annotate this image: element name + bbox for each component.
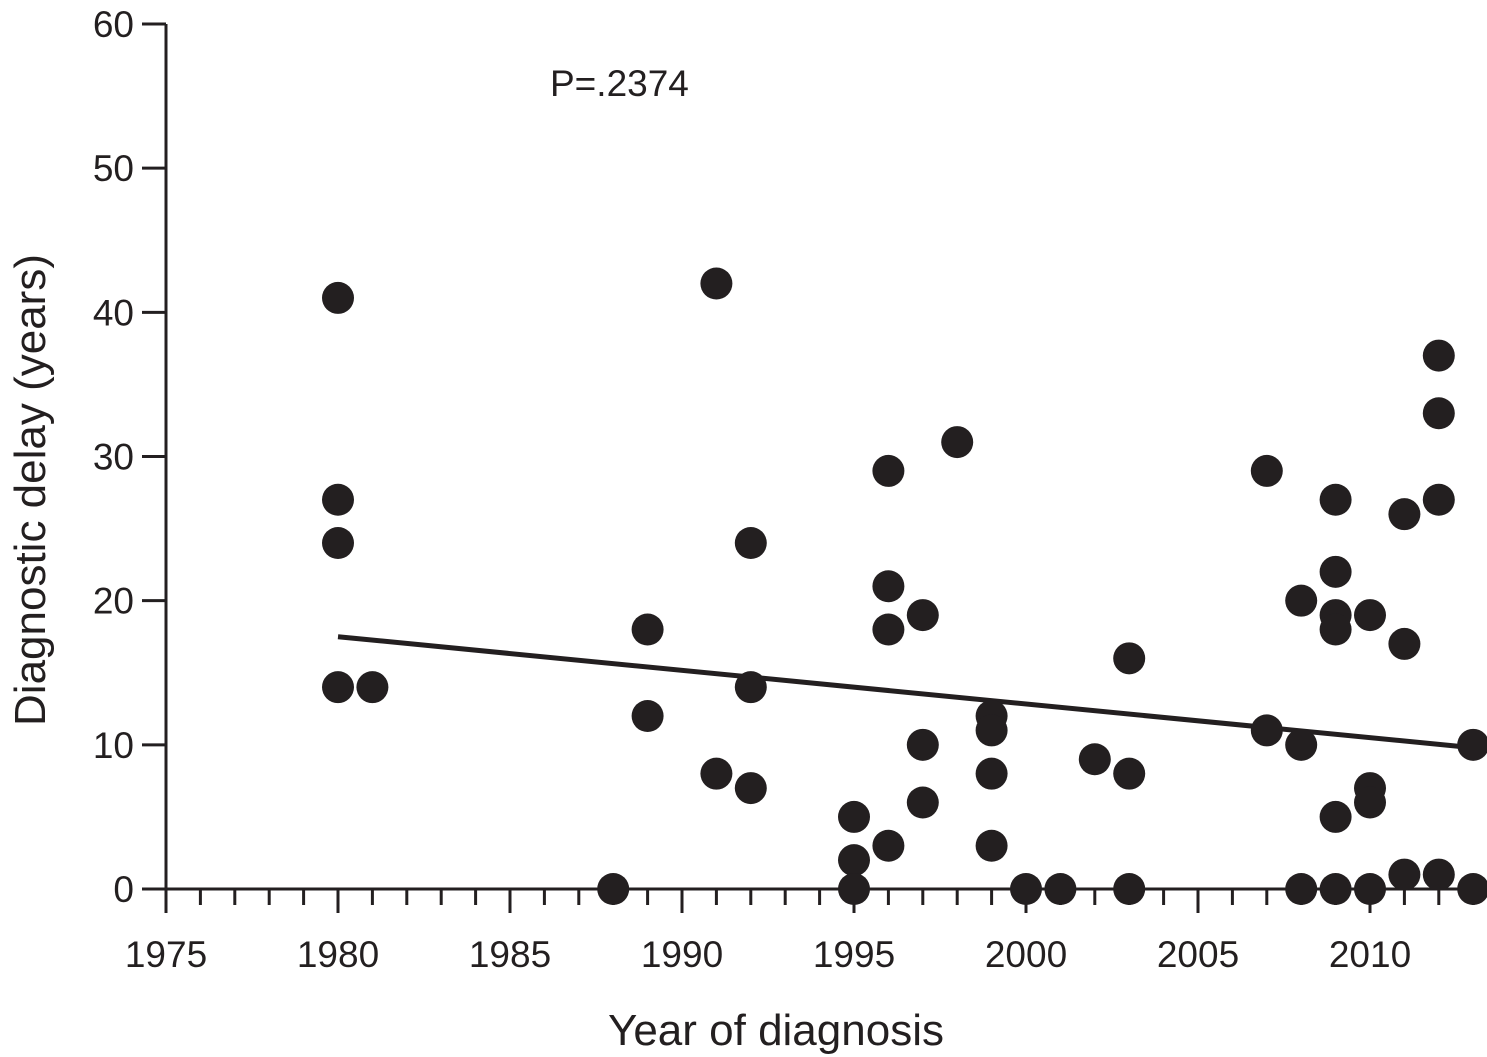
data-point <box>1319 800 1352 833</box>
data-point <box>1010 873 1042 905</box>
data-point <box>1285 584 1318 617</box>
data-point <box>1044 873 1077 905</box>
data-point <box>906 786 939 819</box>
data-point <box>1078 743 1111 776</box>
data-point <box>1319 555 1352 588</box>
x-tick-label: 2005 <box>1157 934 1239 975</box>
data-point <box>1285 728 1318 761</box>
x-tick-label: 1990 <box>641 934 723 975</box>
data-point <box>1113 642 1146 675</box>
data-point <box>838 800 870 833</box>
data-point <box>322 671 354 704</box>
y-tick-label: 40 <box>93 292 134 333</box>
y-tick-label: 30 <box>93 437 134 478</box>
data-point <box>1354 786 1386 819</box>
data-point <box>1354 599 1386 632</box>
axes: 0 10 20 30 40 50 60 1975 1980 1985 1990 1995 2000 20… <box>93 4 1487 975</box>
data-point <box>1250 714 1283 747</box>
data-point <box>631 613 664 646</box>
data-point <box>734 772 767 805</box>
data-point <box>1422 339 1455 372</box>
x-axis-label: Year of diagnosis <box>608 1006 944 1055</box>
data-point <box>597 873 630 905</box>
data-point <box>1319 873 1352 905</box>
trend-line <box>337 634 1474 751</box>
data-point <box>872 829 905 862</box>
x-tick-label: 2010 <box>1329 934 1411 975</box>
data-point <box>975 829 1008 862</box>
data-point <box>838 873 870 905</box>
y-axis-ticks: 0 10 20 30 40 50 60 <box>93 4 166 910</box>
y-axis-label: Diagnostic delay (years) <box>6 254 55 726</box>
x-tick-label: 1985 <box>469 934 551 975</box>
data-point <box>872 613 905 646</box>
data-point <box>734 527 767 559</box>
data-point <box>1113 873 1146 905</box>
x-tick-label: 2000 <box>985 934 1067 975</box>
y-tick-label: 0 <box>113 869 134 910</box>
data-points <box>322 267 1487 905</box>
data-point <box>1388 858 1421 891</box>
data-point <box>700 757 733 790</box>
data-point <box>1388 498 1421 531</box>
data-point <box>872 454 905 487</box>
data-point <box>975 714 1008 747</box>
data-point <box>1319 483 1352 516</box>
data-point <box>1354 873 1386 905</box>
x-axis-ticks: 1975 1980 1985 1990 1995 2000 2005 2010 <box>125 889 1475 975</box>
y-tick-label: 50 <box>93 148 134 189</box>
data-point <box>1422 858 1455 891</box>
data-point <box>734 671 767 704</box>
y-tick-label: 20 <box>93 581 134 622</box>
data-point <box>1388 627 1421 660</box>
x-tick-label: 1995 <box>813 934 895 975</box>
data-point <box>1250 454 1283 487</box>
data-point <box>322 281 354 314</box>
y-tick-label: 10 <box>93 725 134 766</box>
data-point <box>700 267 733 300</box>
p-value-annotation: P=.2374 <box>550 63 689 104</box>
data-point <box>322 483 354 516</box>
data-point <box>356 671 389 704</box>
data-point <box>1422 397 1455 430</box>
data-point <box>1457 873 1487 905</box>
data-point <box>1285 873 1318 905</box>
data-point <box>906 599 939 632</box>
data-point <box>1113 757 1146 790</box>
data-point <box>322 527 354 559</box>
data-point <box>906 728 939 761</box>
x-tick-label: 1975 <box>125 934 207 975</box>
data-point <box>941 426 974 459</box>
data-point <box>872 570 905 603</box>
data-point <box>1457 728 1487 761</box>
data-point <box>631 700 664 732</box>
data-point <box>1422 483 1455 516</box>
data-point <box>1319 613 1352 646</box>
data-point <box>838 844 870 877</box>
x-tick-label: 1980 <box>297 934 379 975</box>
data-point <box>975 757 1008 790</box>
y-tick-label: 60 <box>93 4 134 45</box>
